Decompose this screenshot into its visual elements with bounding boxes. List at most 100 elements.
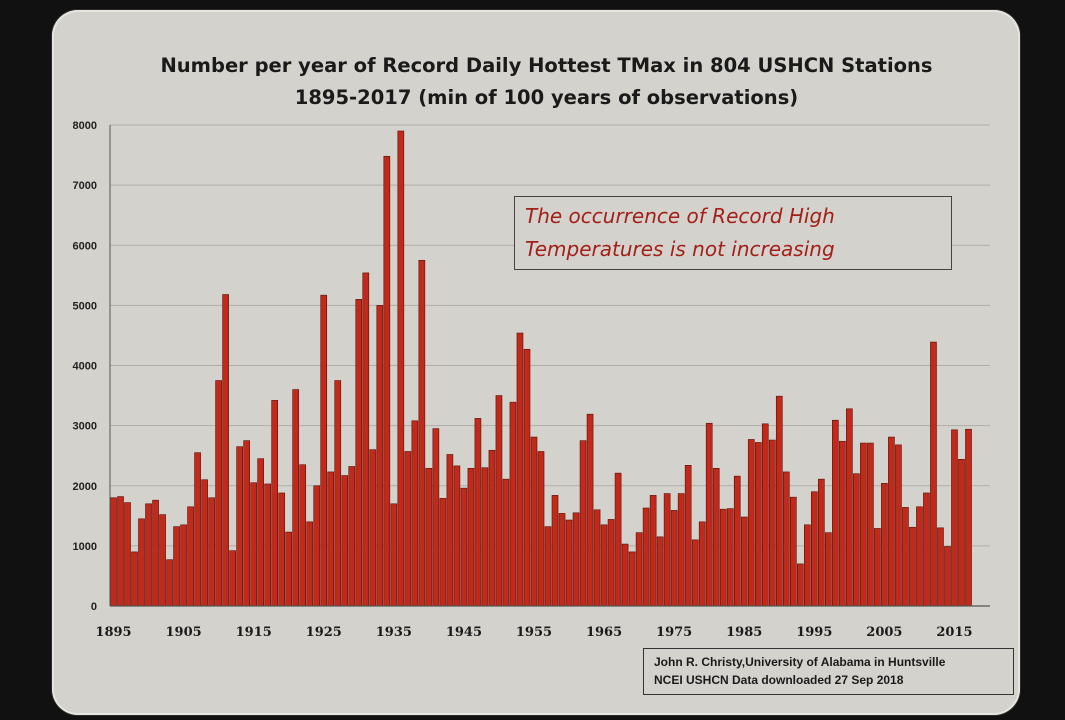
bar-1900 [145,503,152,607]
credit-line-1: John R. Christy,University of Alabama in… [654,655,946,669]
bar-1995 [810,491,818,607]
bar-1942 [439,498,447,607]
bar-1977 [684,465,692,607]
y-tick-label: 6000 [73,240,97,252]
bar-1897 [124,502,131,607]
bars [110,130,972,607]
bar-1970 [635,532,643,607]
bar-1938 [411,420,419,607]
bar-1936 [397,130,405,607]
bar-1937 [404,451,412,607]
bar-1952 [509,401,517,607]
bar-1941 [432,428,440,607]
bar-1965 [600,524,608,607]
y-tick-labels: 0 1000 2000 3000 4000 5000 6000 7000 8000 [73,120,97,613]
bar-1917 [264,483,272,607]
bar-1926 [327,471,335,607]
bar-1921 [292,389,300,607]
gridlines [110,124,990,547]
bar-1967 [614,472,622,607]
bar-1943 [446,454,454,607]
bar-1903 [166,559,173,607]
bar-1976 [677,493,685,607]
bar-2012 [930,341,937,607]
bar-1982 [719,508,727,607]
bar-1956 [537,451,545,607]
bar-2002 [860,442,867,607]
bar-1964 [593,509,601,607]
bar-2009 [909,526,916,607]
y-tick-label: 8000 [73,120,97,132]
bar-1896 [117,496,124,607]
bar-1922 [299,464,307,607]
bar-1968 [621,543,629,607]
bar-1933 [376,305,384,607]
bar-1969 [628,551,636,607]
bar-1939 [418,259,426,607]
bar-1989 [768,439,776,607]
bar-1986 [747,439,755,607]
x-tick-label: 1905 [165,625,201,640]
bar-1951 [502,478,510,607]
bar-1927 [334,380,342,607]
bar-1908 [201,479,208,607]
bar-1958 [551,495,559,607]
bar-1929 [348,466,356,607]
bar-2008 [902,507,909,607]
y-tick-label: 4000 [73,361,97,373]
y-tick-label: 1000 [73,541,97,553]
bar-2007 [895,444,902,607]
bar-1902 [159,514,166,607]
bar-1959 [558,513,566,607]
chart-title: Number per year of Record Daily Hottest … [0,50,1065,114]
x-tick-label: 1965 [586,625,622,640]
bar-1935 [390,503,398,607]
bar-1993 [796,563,804,607]
bar-2016 [958,458,965,607]
bar-1905 [180,524,187,607]
bar-1954 [523,348,531,607]
bar-1978 [691,539,699,607]
bar-1923 [306,521,314,607]
bar-2005 [881,483,888,607]
y-tick-label: 2000 [73,481,97,493]
bar-1948 [481,467,489,607]
bar-1949 [488,449,496,607]
bar-1932 [369,449,377,607]
x-tick-label: 1945 [446,625,482,640]
x-tick-label: 1925 [306,625,342,640]
bar-2011 [923,492,930,607]
bar-1916 [257,458,264,607]
bar-1960 [565,519,573,607]
bar-1911 [222,294,229,607]
y-tick-label: 5000 [73,300,97,312]
y-tick-label: 3000 [73,421,97,433]
bar-2014 [944,546,951,607]
bar-1912 [229,550,236,607]
bar-2001 [853,473,860,607]
bar-1963 [586,413,594,607]
bar-1928 [341,475,349,607]
bar-1962 [579,440,587,607]
credit-line-2: NCEI USHCN Data downloaded 27 Sep 2018 [654,673,904,687]
annotation-line-1: The occurrence of Record High [525,204,835,228]
y-tick-label: 7000 [73,180,97,192]
bar-1920 [285,531,293,607]
bar-2003 [867,442,874,607]
bar-1994 [803,524,811,607]
bar-1950 [495,395,503,607]
bar-1980 [705,422,713,607]
bar-1918 [271,400,279,607]
bar-1973 [656,536,664,607]
chart-title-line-2: 1895-2017 (min of 100 years of observati… [294,86,799,109]
bar-2006 [888,436,895,607]
bar-1924 [313,485,321,607]
bar-1955 [530,436,538,607]
bar-2004 [874,528,881,607]
bar-2015 [951,429,958,607]
bar-1984 [733,475,741,607]
bar-1983 [726,508,734,607]
bar-1946 [467,468,475,607]
bar-2013 [937,527,944,607]
